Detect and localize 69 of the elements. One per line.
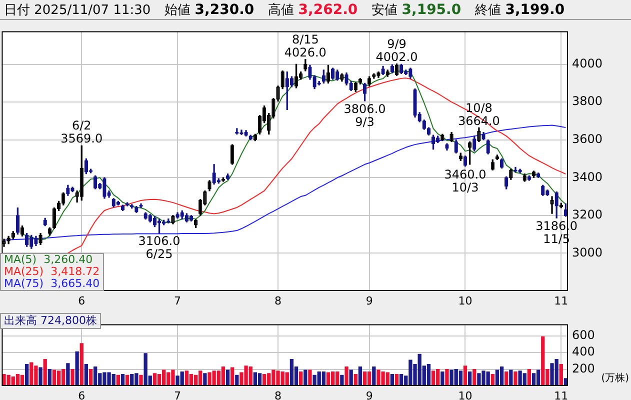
annotation: 8/15 4026.0 [284,32,326,60]
bar [463,366,468,386]
y-tick-label: 400 [572,344,595,359]
bar [203,373,207,386]
bar [88,368,93,386]
annotation: 3806.0 9/3 [344,102,386,129]
x-tick-label: 10 [458,294,472,308]
y-tick-label: 4000 [572,56,603,70]
bar [80,343,84,386]
x-tick-label: 10 [458,389,472,400]
y-tick-label: 3400 [572,170,603,184]
y-tick-label: 3800 [572,94,603,108]
text: 終値 3,199.0 [475,0,565,18]
bar [458,370,463,386]
bar [221,366,226,386]
bar [43,358,47,386]
bar [358,366,362,386]
text: 始値 3,230.0 [164,0,254,18]
bar [472,368,476,386]
bar [344,366,348,386]
bar [500,366,504,386]
y-axis-title: (万株) [601,372,629,385]
x-tick-label: 9 [366,389,373,400]
bar [38,367,42,386]
bar [48,368,52,386]
chart-title: 日付 2025/11/07 11:30 [4,2,151,18]
text: MA(75) 3,665.40 [4,277,100,290]
x-tick-label: 11 [554,389,568,400]
bar [372,366,376,386]
bar [84,364,88,386]
annotation: 3460.0 10/3 [444,167,486,194]
bar [94,366,98,386]
y-tick-label: 3200 [572,208,603,222]
annotation: 3106.0 6/25 [138,234,180,262]
bar [56,370,61,386]
chart-title: 出来高 724,800株 [0,313,101,329]
bar [431,370,436,386]
text: 安値 3,195.0 [372,0,462,18]
bar [290,358,294,386]
y-tick-label: 600 [572,328,595,342]
bar [75,351,79,386]
x-tick-label: 7 [174,294,182,308]
bar [340,374,344,386]
annotation: 6/2 3569.0 [60,118,103,146]
x-tick-label: 6 [78,389,86,400]
bar [66,363,70,386]
bar [426,364,431,386]
bar [559,364,563,386]
bar [514,371,518,386]
series-label: MA(5) 3,260.40 [4,253,94,266]
bar [349,370,353,386]
y-tick-label: 200 [572,361,595,376]
text: MA(25) 3,418.72 [4,265,100,278]
bar [139,374,143,386]
bar [308,370,312,386]
x-tick-label: 7 [174,389,182,400]
text: 高値 3,262.0 [268,0,358,18]
y-tick-label: 3000 [572,245,603,260]
x-tick-label: 8 [274,389,282,400]
bar [445,368,449,386]
x-tick-label: 6 [78,294,86,308]
annotation: 9/9 4002.0 [376,36,418,64]
x-tick-label: 11 [554,294,568,308]
y-tick-label: 3600 [572,132,603,146]
bar [70,368,74,386]
bar [25,364,29,386]
bar [527,368,532,386]
x-tick-label: 9 [366,294,373,308]
x-tick-label: 8 [274,294,282,308]
